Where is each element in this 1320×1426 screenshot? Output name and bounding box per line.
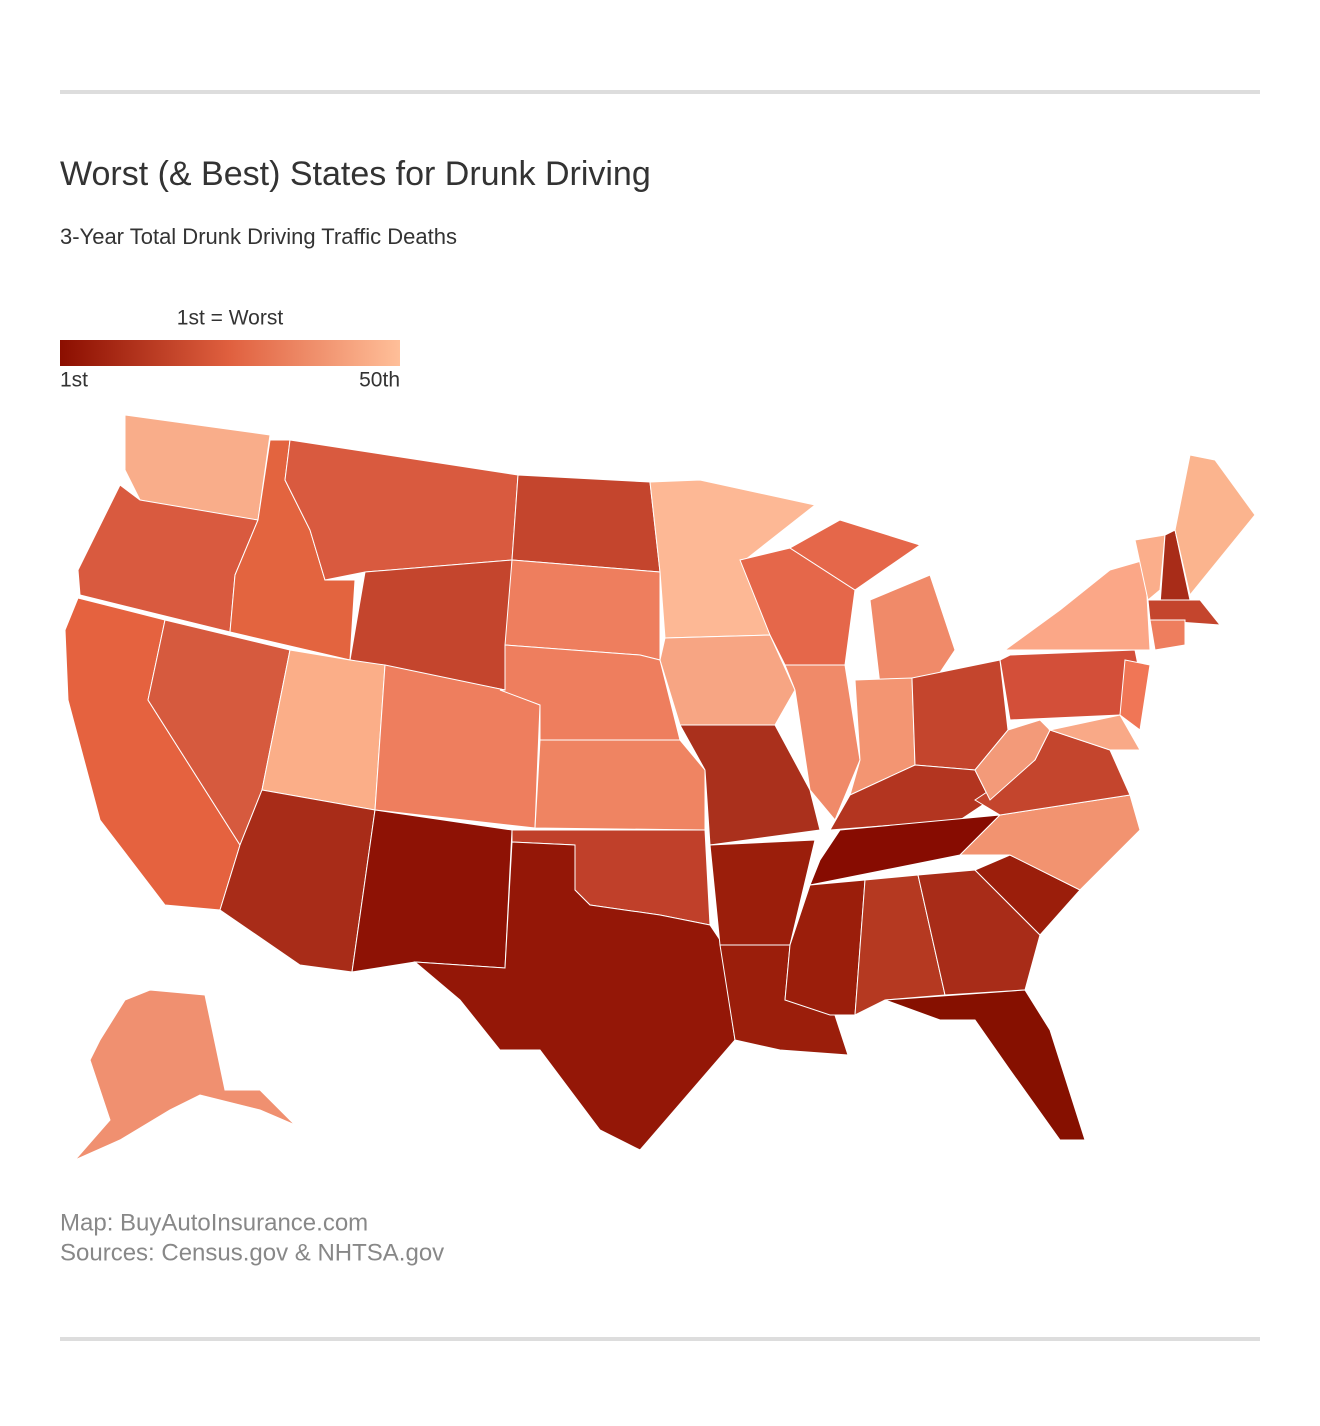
region	[917, 869, 1041, 996]
footer-line: Sources: Census.gov & NHTSA.gov	[60, 1239, 444, 1266]
region	[504, 559, 661, 661]
region	[1149, 619, 1186, 651]
region	[1134, 534, 1166, 601]
legend-min: 1st	[60, 369, 88, 392]
subtitle: 3-Year Total Drunk Driving Traffic Death…	[60, 224, 457, 249]
region	[74, 989, 296, 1161]
region	[351, 809, 513, 973]
region	[534, 739, 706, 831]
legend-title: 1st = Worst	[177, 307, 284, 330]
region	[1119, 659, 1151, 731]
region	[413, 841, 736, 1151]
legend-max: 50th	[359, 369, 400, 392]
region	[884, 989, 1086, 1141]
region	[1174, 454, 1256, 597]
region	[1147, 599, 1222, 626]
region	[679, 724, 821, 846]
legend-bar	[60, 340, 400, 366]
region	[659, 634, 796, 726]
region	[1048, 714, 1141, 751]
region	[511, 474, 661, 573]
map	[64, 414, 1256, 1161]
title: Worst (& Best) States for Drunk Driving	[60, 155, 651, 193]
region	[789, 519, 922, 591]
region	[784, 664, 861, 821]
region	[284, 439, 519, 581]
region	[1003, 559, 1151, 651]
footer-line: Map: BuyAutoInsurance.com	[60, 1209, 368, 1236]
region	[374, 664, 541, 829]
region	[869, 574, 956, 686]
